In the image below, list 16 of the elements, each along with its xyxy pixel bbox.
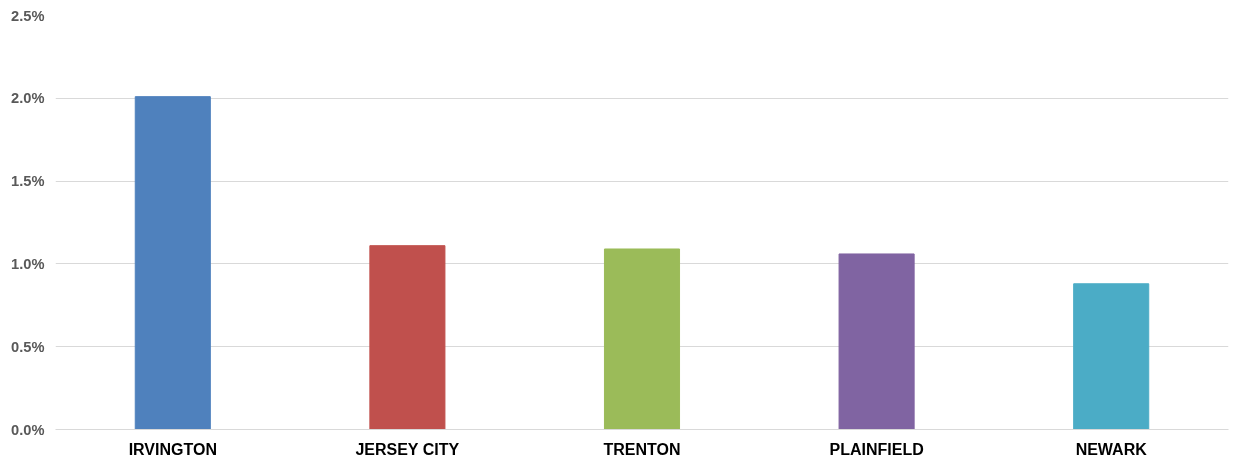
bar xyxy=(134,96,211,430)
bar xyxy=(603,248,681,430)
x-tick-label: JERSEY CITY xyxy=(355,440,460,458)
x-tick-label: PLAINFIELD xyxy=(829,440,924,458)
bar xyxy=(369,245,446,430)
x-tick-label: TRENTON xyxy=(603,440,681,458)
y-tick-label: 2.0% xyxy=(11,90,45,107)
y-tick-label: 0.5% xyxy=(11,338,45,355)
y-tick-label: 0.0% xyxy=(11,421,45,438)
x-tick-label: IRVINGTON xyxy=(128,440,217,458)
bar xyxy=(1073,283,1150,430)
y-tick-label: 1.5% xyxy=(11,173,45,190)
bar xyxy=(838,253,915,430)
y-tick-label: 1.0% xyxy=(11,255,45,272)
x-tick-label: NEWARK xyxy=(1075,440,1148,458)
y-tick-label: 2.5% xyxy=(11,7,45,24)
